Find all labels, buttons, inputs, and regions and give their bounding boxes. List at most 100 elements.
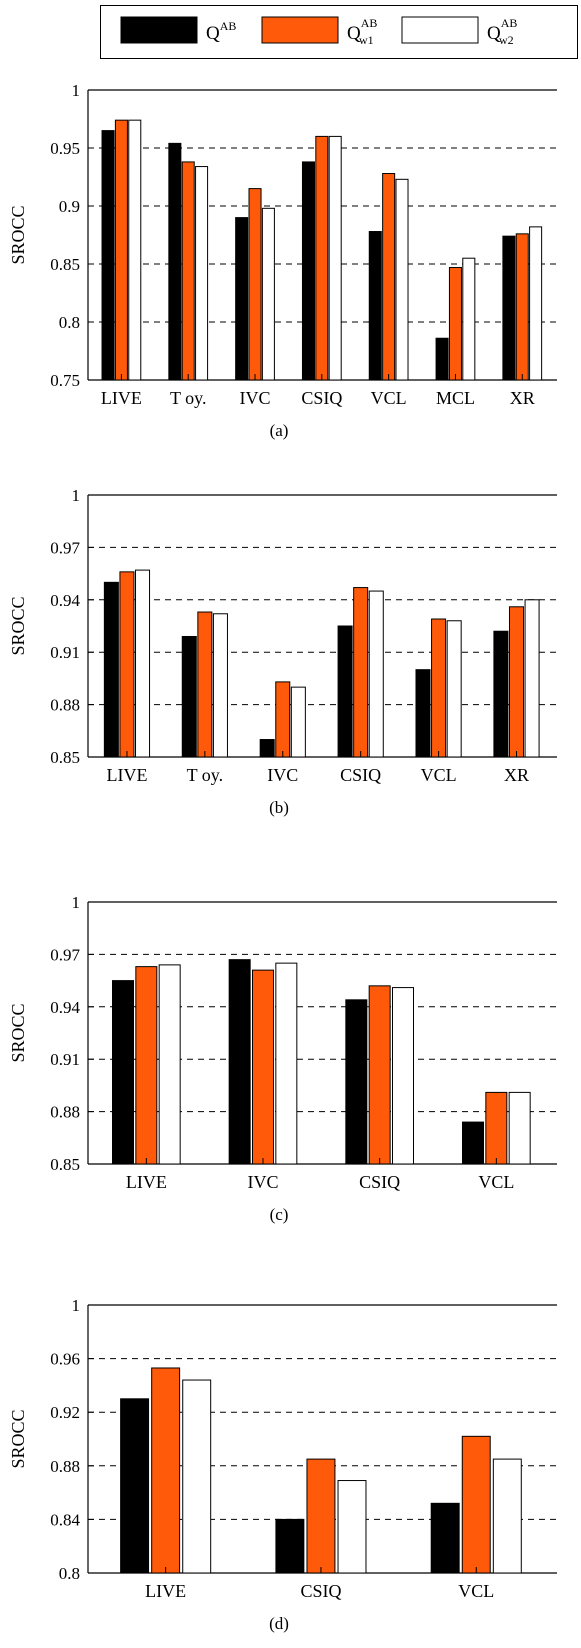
y-tick-label: 0.97 (50, 945, 80, 964)
x-tick-label: LIVE (145, 1581, 186, 1601)
x-tick-label: CSIQ (301, 388, 342, 408)
bar-vcl-series-3 (446, 620, 462, 758)
legend-swatch-q-ab (120, 16, 198, 44)
panel-caption: (d) (269, 1614, 289, 1633)
bar-csiq-series-1 (275, 1518, 305, 1574)
bar-ivc-series-3 (290, 686, 306, 758)
x-tick-label: IVC (248, 1172, 279, 1192)
y-tick-label: 0.85 (50, 255, 80, 274)
x-tick-label: CSIQ (300, 1581, 341, 1601)
bar-csiq-series-3 (368, 590, 384, 758)
x-tick-label: VCL (478, 1172, 514, 1192)
bar-live-series-1 (103, 581, 119, 758)
bar-toy-series-1 (168, 142, 182, 381)
bar-toy-series-2 (181, 161, 195, 381)
y-axis-label: SROCC (8, 1409, 28, 1468)
x-tick-label: XR (504, 765, 529, 785)
bar-xr-series-3 (529, 226, 543, 381)
bar-csiq-series-1 (337, 625, 353, 758)
y-tick-label: 0.84 (50, 1510, 80, 1529)
bar-ivc-series-2 (248, 188, 262, 381)
bar-csiq-series-2 (315, 135, 329, 381)
chart-panel-d: 0.8 0.84 0.88 0.92 0.96 1 SROCC LIVE CSIQ VCL (d) (8, 1300, 557, 1633)
x-tick-label: CSIQ (340, 765, 381, 785)
x-tick-label: LIVE (126, 1172, 167, 1192)
bar-vcl-series-2 (461, 1435, 491, 1574)
y-tick-label: 0.94 (50, 998, 80, 1017)
bar-csiq-series-3 (392, 987, 414, 1165)
bar-live-series-1 (101, 130, 115, 381)
legend-label-q-ab: QAB (206, 19, 236, 44)
bar-mcl-series-3 (462, 257, 476, 381)
y-tick-label: 0.8 (59, 313, 80, 332)
legend-label-q-w1: QAB w1 (347, 16, 377, 47)
bar-xr-series-1 (502, 235, 516, 381)
bar-toy-series-1 (181, 635, 197, 758)
bar-xr-series-2 (515, 233, 529, 381)
y-tick-label: 0.91 (50, 643, 80, 662)
panel-caption: (a) (270, 421, 289, 440)
bar-ivc-series-2 (252, 969, 274, 1165)
bar-csiq-series-1 (301, 161, 315, 381)
x-tick-label: IVC (267, 765, 298, 785)
bar-live-series-3 (135, 569, 151, 758)
y-tick-label: 0.97 (50, 538, 80, 557)
bar-vcl-series-1 (430, 1502, 460, 1574)
legend-label-q-w2: QAB w2 (487, 16, 517, 47)
bar-csiq-series-2 (353, 587, 369, 758)
bar-live-series-3 (182, 1379, 212, 1574)
bar-live-series-1 (112, 980, 134, 1165)
bar-mcl-series-2 (448, 266, 462, 381)
bar-live-series-2 (114, 119, 128, 381)
y-tick-label: 0.96 (50, 1350, 80, 1369)
bar-toy-series-3 (195, 166, 209, 381)
bar-vcl-series-3 (508, 1091, 531, 1165)
bar-vcl-series-1 (368, 231, 382, 381)
y-tick-label: 0.88 (50, 1457, 80, 1476)
y-tick-label: 0.88 (50, 696, 80, 715)
bar-xr-series-1 (493, 630, 509, 758)
y-tick-label: 0.85 (50, 1155, 80, 1174)
bar-vcl-series-2 (382, 173, 396, 381)
bar-mcl-series-1 (435, 337, 449, 381)
panel-caption: (b) (269, 798, 289, 817)
y-tick-label: 1 (72, 1300, 81, 1315)
y-tick-label: 1 (72, 490, 81, 505)
bar-ivc-series-1 (228, 959, 251, 1165)
chart-panel-a: 0.75 0.8 0.85 0.9 0.95 1 SROCC LIVE T oy. IVC CSIQ… (8, 85, 557, 440)
bar-live-series-2 (135, 966, 158, 1165)
bar-live-series-3 (128, 119, 142, 381)
chart-legend: QAB QAB w1 QAB w2 (100, 5, 578, 59)
y-axis-label: SROCC (8, 1003, 28, 1062)
x-tick-label: IVC (240, 388, 271, 408)
bar-ivc-series-1 (235, 217, 249, 381)
y-tick-label: 0.92 (50, 1403, 80, 1422)
bar-vcl-series-2 (485, 1091, 508, 1165)
chart-panel-b: 0.85 0.88 0.91 0.94 0.97 1 SROCC LIVE T oy. IVC CS… (8, 490, 557, 817)
bar-live-series-2 (151, 1367, 181, 1574)
y-tick-label: 0.75 (50, 371, 80, 390)
bar-ivc-series-1 (259, 739, 275, 758)
bar-xr-series-3 (524, 599, 540, 758)
y-tick-label: 0.9 (59, 197, 80, 216)
x-tick-label: VCL (371, 388, 407, 408)
y-tick-label: 0.95 (50, 139, 80, 158)
y-tick-label: 0.85 (50, 748, 80, 767)
chart-panel-c: 0.85 0.88 0.91 0.94 0.97 1 SROCC LIVE IVC CSIQ VCL… (8, 897, 557, 1224)
bar-vcl-series-1 (415, 669, 431, 758)
bar-vcl-series-2 (431, 618, 447, 758)
y-tick-label: 1 (72, 897, 81, 912)
panel-caption: (c) (270, 1205, 289, 1224)
legend-swatch-q-w2 (401, 16, 479, 44)
bar-ivc-series-2 (275, 681, 291, 758)
x-tick-label: VCL (458, 1581, 494, 1601)
x-tick-label: LIVE (106, 765, 147, 785)
bar-vcl-series-3 (395, 178, 409, 381)
bar-live-series-3 (158, 964, 181, 1165)
y-tick-label: 0.8 (59, 1564, 80, 1583)
bar-vcl-series-1 (462, 1121, 484, 1165)
x-tick-label: XR (510, 388, 535, 408)
bar-csiq-series-2 (306, 1458, 336, 1574)
bar-live-series-2 (119, 571, 135, 758)
